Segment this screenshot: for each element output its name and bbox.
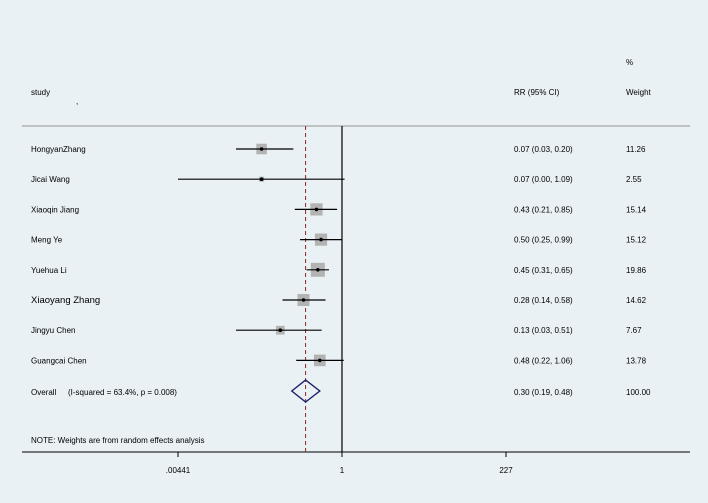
note-text: NOTE: Weights are from random effects an… bbox=[31, 436, 205, 445]
rr-header: RR (95% CI) bbox=[514, 88, 560, 97]
study-name: Guangcai Chen bbox=[31, 356, 87, 365]
study-ci-text: 0.48 (0.22, 1.06) bbox=[514, 356, 573, 365]
study-row: Guangcai Chen 0.48 (0.22, 1.06) 13.78 bbox=[31, 354, 647, 367]
study-weight-text: 14.62 bbox=[626, 296, 647, 305]
study-header: study bbox=[31, 88, 50, 97]
study-point bbox=[314, 207, 319, 212]
overall-label: Overall bbox=[31, 388, 57, 397]
study-ci-text: 0.13 (0.03, 0.51) bbox=[514, 326, 573, 335]
study-row: Xiaoqin Jiang 0.43 (0.21, 0.85) 15.14 bbox=[31, 203, 647, 216]
study-weight-text: 15.12 bbox=[626, 236, 647, 245]
study-name: HongyanZhang bbox=[31, 145, 86, 154]
study-weight-text: 15.14 bbox=[626, 205, 647, 214]
study-point bbox=[259, 147, 264, 151]
study-row: Yuehua Li 0.45 (0.31, 0.65) 19.86 bbox=[31, 262, 647, 277]
study-weight-text: 13.78 bbox=[626, 356, 647, 365]
studies-layer: HongyanZhang 0.07 (0.03, 0.20) 11.26 Jicai … bbox=[31, 143, 647, 367]
study-row: Jingyu Chen 0.13 (0.03, 0.51) 7.67 bbox=[31, 325, 642, 335]
study-ci-text: 0.28 (0.14, 0.58) bbox=[514, 296, 573, 305]
study-name: Jingyu Chen bbox=[31, 326, 75, 335]
x-tick-label: .00441 bbox=[166, 466, 191, 475]
study-point bbox=[317, 358, 322, 363]
x-tick-label: 227 bbox=[499, 466, 513, 475]
study-weight-text: 7.67 bbox=[626, 326, 642, 335]
study-name: Xiaoyang Zhang bbox=[31, 295, 100, 306]
x-ticks-layer: .00441 1 227 bbox=[166, 452, 513, 475]
study-point bbox=[278, 328, 283, 333]
study-row: Meng Ye 0.50 (0.25, 0.99) 15.12 bbox=[31, 233, 647, 246]
weight-pct-header: % bbox=[626, 58, 633, 67]
study-point bbox=[301, 298, 306, 302]
x-tick-label: 1 bbox=[340, 466, 345, 475]
study-weight-text: 19.86 bbox=[626, 266, 647, 275]
study-weight-text: 11.26 bbox=[626, 145, 646, 154]
study-row: Jicai Wang 0.07 (0.00, 1.09) 2.55 bbox=[31, 175, 642, 184]
study-point bbox=[319, 237, 323, 242]
study-ci-text: 0.07 (0.03, 0.20) bbox=[514, 145, 573, 154]
study-ci-text: 0.45 (0.31, 0.65) bbox=[514, 266, 573, 275]
study-row: Xiaoyang Zhang 0.28 (0.14, 0.58) 14.62 bbox=[31, 293, 647, 307]
study-ci-text: 0.07 (0.00, 1.09) bbox=[514, 175, 573, 184]
study-subheader: , bbox=[76, 97, 78, 106]
study-name: Yuehua Li bbox=[31, 266, 67, 275]
study-ci-text: 0.43 (0.21, 0.85) bbox=[514, 205, 573, 214]
study-row: HongyanZhang 0.07 (0.03, 0.20) 11.26 bbox=[31, 143, 646, 155]
overall-diamond bbox=[290, 379, 321, 403]
overall-weight-text: 100.00 bbox=[626, 388, 651, 397]
overall-ci-text: 0.30 (0.19, 0.48) bbox=[514, 388, 573, 397]
overall-stats: (I-squared = 63.4%, p = 0.008) bbox=[68, 388, 177, 397]
study-name: Meng Ye bbox=[31, 236, 63, 245]
study-point bbox=[316, 268, 320, 272]
weight-header: Weight bbox=[626, 88, 652, 97]
study-point bbox=[259, 177, 264, 181]
study-name: Xiaoqin Jiang bbox=[31, 205, 79, 214]
study-ci-text: 0.50 (0.25, 0.99) bbox=[514, 236, 573, 245]
study-weight-text: 2.55 bbox=[626, 175, 642, 184]
study-name: Jicai Wang bbox=[31, 175, 70, 184]
